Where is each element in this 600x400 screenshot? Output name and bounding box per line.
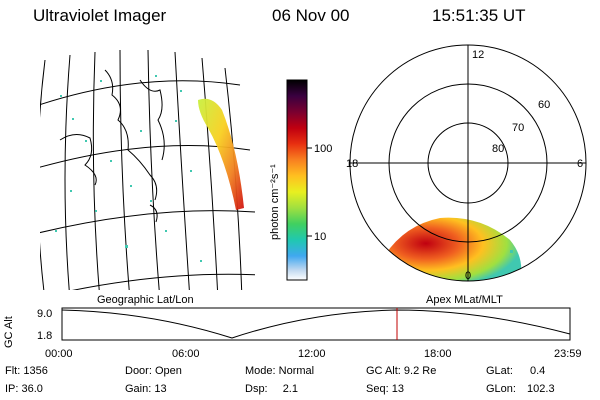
lat-label-80: 80 [492,143,504,155]
instrument-title: Ultraviolet Imager [33,6,167,25]
time-tick-0000: 00:00 [45,348,73,360]
colorbar-unit-label: photon cm⁻²s⁻¹ [269,164,281,240]
colorbar-gradient [286,79,308,281]
background-noise [55,75,202,262]
altitude-axis-label: GC Alt [3,316,15,348]
coastlines [59,69,165,223]
aurora-band [198,98,244,210]
date-label: 06 Nov 00 [272,6,350,25]
gcalt-label: GC Alt: [366,365,401,377]
time-tick-2359: 23:59 [554,348,582,360]
ip-value: 36.0 [21,383,43,395]
mode-value: Normal [278,365,315,377]
seq-readout: Seq: 13 [366,383,404,395]
glon-value: 102.3 [527,383,555,395]
dsp-label: Dsp: [245,383,268,395]
gcalt-readout: GC Alt: 9.2 Re [366,365,436,377]
flt-readout: Flt: 1356 [5,365,48,377]
altitude-plot-frame [61,307,571,341]
gcalt-value: 9.2 Re [403,365,437,377]
time-tick-1200: 12:00 [298,348,326,360]
time-label: 15:51:35 UT [432,6,526,25]
glat-readout: GLat: 0.4 [486,365,545,377]
mlt-label-18: 18 [346,158,358,170]
ip-label: IP: [5,383,19,395]
seq-label: Seq: [366,383,389,395]
door-readout: Door: Open [125,365,182,377]
mlt-label-0: 0 [465,270,471,282]
mode-label: Mode: [245,365,276,377]
ip-readout: IP: 36.0 [5,383,43,395]
dsp-readout: Dsp: 2.1 [245,383,298,395]
door-label: Door: [125,365,152,377]
polar-aurora-oval [385,217,522,281]
colorbar-tick-100: 100 [314,143,332,155]
door-value: Open [154,365,182,377]
time-tick-1800: 18:00 [424,348,452,360]
flt-label: Flt: [5,365,21,377]
glon-readout: GLon: 102.3 [486,383,555,395]
flt-value: 1356 [23,365,48,377]
lat-label-60: 60 [538,99,550,111]
glat-label: GLat: [486,365,513,377]
time-tick-0600: 06:00 [172,348,200,360]
alt-tick-1-8: 1.8 [37,330,52,342]
alt-tick-9: 9.0 [37,308,52,320]
colorbar-tick-10: 10 [314,231,326,243]
glon-label: GLon: [486,383,516,395]
apex-caption: Apex MLat/MLT [426,294,503,306]
mlt-label-6: 6 [577,158,583,170]
dsp-value: 2.1 [282,383,298,395]
gain-readout: Gain: 13 [125,383,167,395]
geographic-caption: Geographic Lat/Lon [97,294,194,306]
gain-value: 13 [154,383,167,395]
seq-value: 13 [391,383,404,395]
mlt-label-12: 12 [472,49,484,61]
gain-label: Gain: [125,383,152,395]
glat-value: 0.4 [529,365,546,377]
mode-readout: Mode: Normal [245,365,314,377]
lat-label-70: 70 [512,122,524,134]
altitude-curve [61,309,571,339]
